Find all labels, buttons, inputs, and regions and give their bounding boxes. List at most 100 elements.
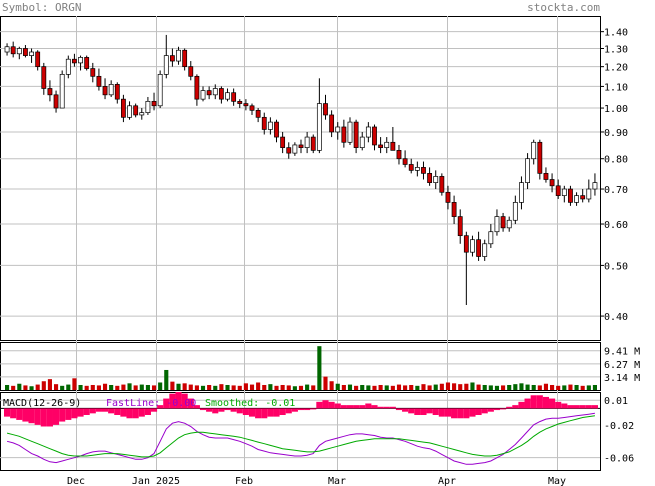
macd-histogram-bar <box>114 408 121 415</box>
volume-bar <box>433 384 438 390</box>
volume-bar <box>35 384 40 390</box>
macd-histogram-bar <box>469 408 476 417</box>
candle-body <box>470 239 475 253</box>
macd-histogram-bar <box>144 408 151 415</box>
volume-bar <box>464 383 469 390</box>
candle-body <box>329 114 335 133</box>
macd-histogram-bar <box>561 403 568 409</box>
candle-body <box>29 51 34 56</box>
candle-body <box>133 105 139 116</box>
candle-body <box>561 188 567 196</box>
y-tick-label: 0.50 <box>604 261 628 272</box>
candle-body <box>249 105 255 111</box>
macd-histogram-bar <box>444 408 452 417</box>
macd-histogram-bar <box>438 408 445 417</box>
volume-bar <box>158 382 163 390</box>
candle-body <box>10 46 16 55</box>
macd-smoothed-line <box>6 415 595 458</box>
macd-panel-frame <box>0 392 601 471</box>
candle-body <box>206 90 212 96</box>
macd-legend-label: Smoothed: -0.01 <box>205 398 295 409</box>
candle-body <box>512 202 518 221</box>
macd-histogram-bar <box>242 408 249 415</box>
candle-body <box>267 121 273 130</box>
candle-body <box>292 144 298 154</box>
macd-histogram-bar <box>365 403 372 409</box>
price-panel-frame <box>0 16 601 341</box>
candle-body <box>341 126 347 143</box>
macd-histogram-bar <box>279 408 286 415</box>
volume-bar <box>274 385 279 390</box>
x-tick-label: Jan 2025 <box>132 476 180 486</box>
volume-bar <box>452 383 457 390</box>
volume-bar <box>102 383 108 390</box>
volume-bar <box>188 384 193 390</box>
macd-histogram-bar <box>132 408 139 419</box>
candle-body <box>568 188 573 203</box>
volume-bar <box>207 384 212 390</box>
volume-bar <box>225 384 230 390</box>
candle-body <box>4 46 10 53</box>
volume-tick-label: 3.14 M <box>604 373 640 384</box>
volume-bar <box>458 384 463 390</box>
volume-bar <box>200 385 206 390</box>
macd-histogram-bar <box>175 392 182 409</box>
candle-body <box>390 141 396 151</box>
volume-bar <box>439 383 444 390</box>
candle-body <box>127 105 132 118</box>
macd-histogram-bar <box>150 408 158 412</box>
macd-histogram-bar <box>71 408 78 419</box>
y-tick-label: 1.30 <box>604 44 628 55</box>
candle-body <box>212 88 218 96</box>
macd-histogram-bar <box>212 408 219 414</box>
candle-body <box>574 195 579 203</box>
macd-histogram-bar <box>40 408 47 427</box>
macd-tick-label: 0.01 <box>604 396 628 407</box>
candle-body <box>592 182 598 190</box>
macd-histogram-bar <box>297 408 305 411</box>
volume-bar <box>556 385 561 390</box>
y-tick-label: 1.40 <box>604 28 628 39</box>
macd-histogram-bar <box>267 408 274 417</box>
volume-bar <box>519 383 524 390</box>
volume-bar <box>445 382 451 390</box>
volume-bar <box>84 385 89 390</box>
site-label[interactable]: stockta.com <box>527 1 600 14</box>
macd-histogram-bar <box>138 408 145 417</box>
volume-bar <box>53 384 59 390</box>
y-tick-label: 0.60 <box>604 220 628 231</box>
candle-body <box>378 144 384 148</box>
volume-bar <box>292 386 297 390</box>
macd-histogram-bar <box>542 396 550 409</box>
macd-fastline <box>6 412 595 465</box>
volume-bar <box>366 385 371 390</box>
volume-bar <box>580 385 585 390</box>
candle-body <box>457 216 463 237</box>
volume-bar <box>72 378 77 390</box>
volume-bar <box>41 381 46 390</box>
candle-body <box>506 219 512 229</box>
volume-bar <box>90 384 95 390</box>
macd-histogram-bar <box>59 408 66 422</box>
candle-body <box>274 121 279 138</box>
volume-bar <box>5 384 10 390</box>
volume-bar <box>182 383 187 390</box>
candle-body <box>304 136 310 148</box>
macd-histogram-bar <box>426 408 433 414</box>
candle-body <box>482 243 488 257</box>
macd-histogram-bar <box>500 408 507 410</box>
macd-histogram-bar <box>377 406 384 409</box>
candle-body <box>108 84 114 96</box>
volume-bar <box>525 384 530 390</box>
volume-bar <box>139 384 144 390</box>
macd-histogram-bar <box>481 408 488 414</box>
candle-body <box>439 176 445 193</box>
candle-body <box>72 58 77 64</box>
candle-body <box>433 176 439 183</box>
macd-histogram-bar <box>353 405 360 409</box>
volume-bar <box>531 384 536 390</box>
candle-body <box>78 57 83 64</box>
macd-histogram-bar <box>304 408 311 411</box>
candle-body <box>365 126 371 138</box>
candle-body <box>555 185 561 196</box>
